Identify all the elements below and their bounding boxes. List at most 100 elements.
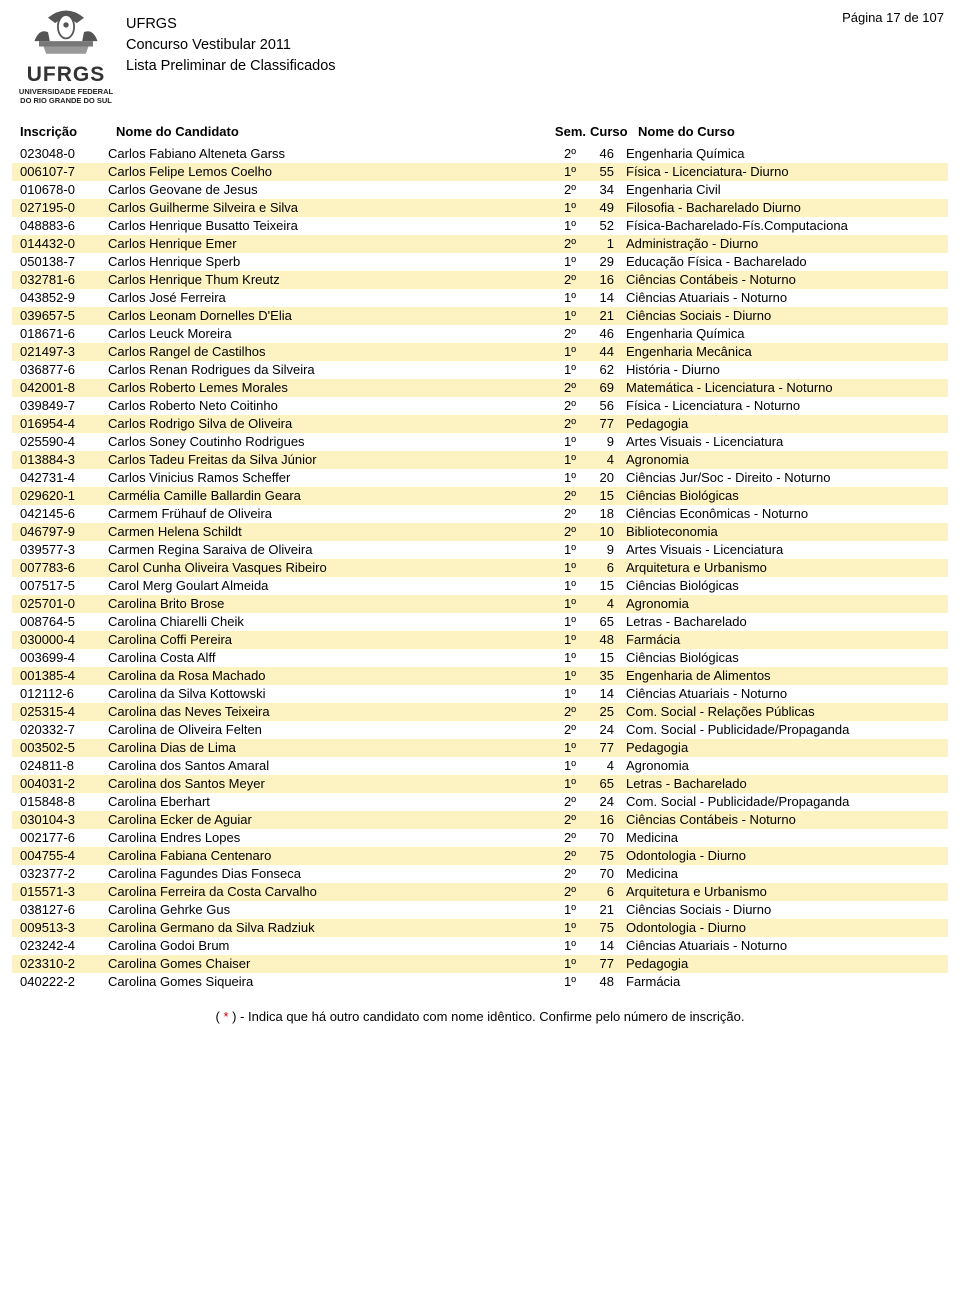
cell-nomecurso: Medicina	[626, 866, 940, 881]
cell-sem: 2º	[546, 236, 576, 251]
cell-curso: 77	[576, 740, 614, 755]
cell-sem: 2º	[546, 380, 576, 395]
cell-sem: 1º	[546, 974, 576, 989]
cell-sem: 2º	[546, 848, 576, 863]
table-row: 048883-6Carlos Henrique Busatto Teixeira…	[12, 217, 948, 235]
cell-nomecurso: Ciências Biológicas	[626, 488, 940, 503]
cell-nomecurso: Artes Visuais - Licenciatura	[626, 434, 940, 449]
cell-sem: 1º	[546, 686, 576, 701]
cell-sem: 1º	[546, 920, 576, 935]
cell-nomecurso: Filosofia - Bacharelado Diurno	[626, 200, 940, 215]
cell-sem: 2º	[546, 416, 576, 431]
cell-inscricao: 003699-4	[20, 650, 108, 665]
cell-inscricao: 046797-9	[20, 524, 108, 539]
cell-inscricao: 020332-7	[20, 722, 108, 737]
cell-nome: Carolina Ferreira da Costa Carvalho	[108, 884, 546, 899]
cell-inscricao: 025590-4	[20, 434, 108, 449]
cell-sem: 1º	[546, 668, 576, 683]
cell-nomecurso: Pedagogia	[626, 416, 940, 431]
cell-curso: 4	[576, 596, 614, 611]
title-line-2: Concurso Vestibular 2011	[126, 35, 336, 56]
table-row: 008764-5Carolina Chiarelli Cheik1º65Letr…	[12, 613, 948, 631]
cell-curso: 75	[576, 920, 614, 935]
cell-nomecurso: Com. Social - Publicidade/Propaganda	[626, 722, 940, 737]
cell-nomecurso: História - Diurno	[626, 362, 940, 377]
col-header-inscricao: Inscrição	[20, 124, 116, 139]
cell-nome: Carolina dos Santos Amaral	[108, 758, 546, 773]
cell-inscricao: 050138-7	[20, 254, 108, 269]
cell-curso: 34	[576, 182, 614, 197]
cell-sem: 1º	[546, 308, 576, 323]
cell-inscricao: 039657-5	[20, 308, 108, 323]
footer-note: ( * ) - Indica que há outro candidato co…	[12, 1009, 948, 1024]
cell-nome: Carlos Soney Coutinho Rodrigues	[108, 434, 546, 449]
cell-nomecurso: Pedagogia	[626, 956, 940, 971]
table-row: 023310-2Carolina Gomes Chaiser1º77Pedago…	[12, 955, 948, 973]
cell-inscricao: 027195-0	[20, 200, 108, 215]
table-row: 046797-9Carmen Helena Schildt2º10Bibliot…	[12, 523, 948, 541]
cell-nome: Carolina Godoi Brum	[108, 938, 546, 953]
cell-nomecurso: Engenharia Química	[626, 146, 940, 161]
cell-nomecurso: Ciências Biológicas	[626, 578, 940, 593]
cell-curso: 24	[576, 794, 614, 809]
cell-nome: Carolina das Neves Teixeira	[108, 704, 546, 719]
cell-inscricao: 038127-6	[20, 902, 108, 917]
cell-curso: 1	[576, 236, 614, 251]
cell-curso: 20	[576, 470, 614, 485]
cell-inscricao: 023310-2	[20, 956, 108, 971]
footer-after: ) - Indica que há outro candidato com no…	[229, 1009, 745, 1024]
cell-nomecurso: Engenharia Química	[626, 326, 940, 341]
cell-nome: Carolina dos Santos Meyer	[108, 776, 546, 791]
cell-nomecurso: Com. Social - Publicidade/Propaganda	[626, 794, 940, 809]
cell-inscricao: 025701-0	[20, 596, 108, 611]
cell-inscricao: 024811-8	[20, 758, 108, 773]
cell-inscricao: 008764-5	[20, 614, 108, 629]
cell-nome: Carlos Tadeu Freitas da Silva Júnior	[108, 452, 546, 467]
cell-sem: 1º	[546, 578, 576, 593]
cell-inscricao: 042731-4	[20, 470, 108, 485]
logo-main-text: UFRGS	[27, 63, 106, 87]
cell-sem: 1º	[546, 740, 576, 755]
cell-inscricao: 007783-6	[20, 560, 108, 575]
cell-nomecurso: Ciências Econômicas - Noturno	[626, 506, 940, 521]
cell-sem: 1º	[546, 470, 576, 485]
cell-nomecurso: Matemática - Licenciatura - Noturno	[626, 380, 940, 395]
table-row: 010678-0Carlos Geovane de Jesus2º34Engen…	[12, 181, 948, 199]
cell-curso: 48	[576, 974, 614, 989]
cell-sem: 1º	[546, 164, 576, 179]
cell-curso: 70	[576, 830, 614, 845]
cell-sem: 1º	[546, 776, 576, 791]
cell-sem: 1º	[546, 452, 576, 467]
cell-nome: Carol Merg Goulart Almeida	[108, 578, 546, 593]
cell-sem: 1º	[546, 902, 576, 917]
cell-nomecurso: Artes Visuais - Licenciatura	[626, 542, 940, 557]
table-row: 021497-3Carlos Rangel de Castilhos1º44En…	[12, 343, 948, 361]
cell-inscricao: 015571-3	[20, 884, 108, 899]
table-row: 025590-4Carlos Soney Coutinho Rodrigues1…	[12, 433, 948, 451]
cell-curso: 4	[576, 452, 614, 467]
cell-inscricao: 039849-7	[20, 398, 108, 413]
table-row: 016954-4Carlos Rodrigo Silva de Oliveira…	[12, 415, 948, 433]
table-row: 023242-4Carolina Godoi Brum1º14Ciências …	[12, 937, 948, 955]
table-row: 030104-3Carolina Ecker de Aguiar2º16Ciên…	[12, 811, 948, 829]
cell-inscricao: 036877-6	[20, 362, 108, 377]
cell-curso: 29	[576, 254, 614, 269]
cell-inscricao: 012112-6	[20, 686, 108, 701]
cell-sem: 2º	[546, 506, 576, 521]
cell-sem: 1º	[546, 650, 576, 665]
page-header: UFRGS UNIVERSIDADE FEDERAL DO RIO GRANDE…	[12, 10, 948, 106]
table-row: 015848-8Carolina Eberhart2º24Com. Social…	[12, 793, 948, 811]
cell-nome: Carmen Regina Saraiva de Oliveira	[108, 542, 546, 557]
cell-nome: Carlos Vinicius Ramos Scheffer	[108, 470, 546, 485]
cell-nomecurso: Letras - Bacharelado	[626, 614, 940, 629]
cell-nomecurso: Com. Social - Relações Públicas	[626, 704, 940, 719]
table-row: 023048-0Carlos Fabiano Alteneta Garss2º4…	[12, 145, 948, 163]
cell-curso: 46	[576, 326, 614, 341]
cell-sem: 1º	[546, 254, 576, 269]
cell-inscricao: 042145-6	[20, 506, 108, 521]
table-row: 004031-2Carolina dos Santos Meyer1º65Let…	[12, 775, 948, 793]
cell-sem: 1º	[546, 596, 576, 611]
cell-nomecurso: Ciências Atuariais - Noturno	[626, 938, 940, 953]
cell-sem: 1º	[546, 560, 576, 575]
cell-sem: 2º	[546, 704, 576, 719]
